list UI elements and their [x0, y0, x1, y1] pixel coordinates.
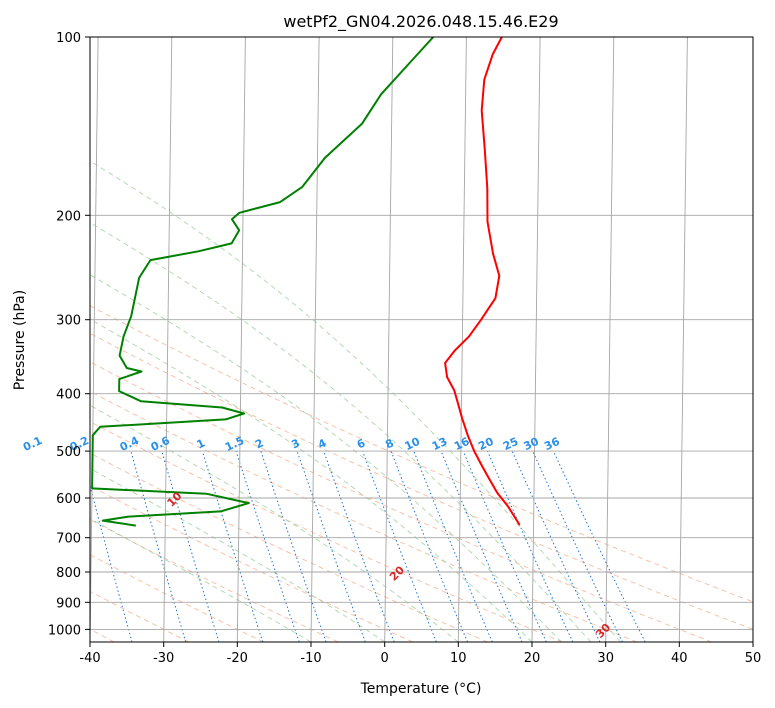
mixing-ratio-line: [130, 450, 187, 642]
x-tick-label: -20: [227, 651, 248, 666]
mixing-ratio-label: 10: [403, 435, 423, 453]
mixing-ratio-label: 13: [430, 435, 449, 453]
mixing-ratio-line: [161, 450, 220, 642]
isotherm-line: [90, 37, 99, 642]
mixing-ratio-line: [487, 450, 574, 642]
y-tick-label: 700: [56, 532, 81, 547]
plot-frame: [89, 36, 754, 643]
dry-adiabat-line: [90, 332, 753, 630]
x-axis-label: Temperature (°C): [360, 681, 482, 697]
mixing-ratio-line: [511, 450, 601, 642]
dewpoint-profile-line: [91, 37, 435, 527]
isotherm-line: [678, 37, 688, 642]
x-tick-label: -10: [300, 651, 321, 666]
mixing-ratio-line: [413, 450, 493, 642]
chart-title: wetPf2_GN04.2026.048.15.46.E29: [283, 12, 558, 32]
mixing-ratio-line: [462, 450, 547, 642]
x-tick-label: 10: [450, 651, 467, 666]
y-tick-label: 100: [56, 31, 81, 46]
x-tick-label: 0: [381, 651, 389, 666]
dry-adiabat-line: [90, 305, 753, 603]
mixing-ratio-label: 30: [522, 435, 542, 453]
isotherm-lines: [90, 37, 753, 642]
axes: -40 -30 -20 -10 0 10 20 30 40 50 1000 900 800 700 600 5…: [48, 31, 761, 666]
y-tick-label: 300: [56, 314, 81, 329]
y-tick-label: 1000: [48, 623, 81, 638]
isotherm-line: [163, 37, 173, 642]
moist-adiabat-line: [90, 222, 592, 642]
y-tick-label: 200: [56, 209, 81, 224]
mixing-ratio-line: [296, 450, 366, 642]
isotherm-line: [236, 37, 246, 642]
y-tick-label: 800: [56, 566, 81, 581]
pressure-grid-lines: [90, 37, 753, 630]
moist-adiabat-line: [90, 318, 533, 642]
moist-adiabat-line: [90, 274, 562, 642]
moist-adiabat-line: [90, 160, 621, 642]
y-axis-label: Pressure (hPa): [12, 290, 28, 390]
mixing-ratio-line: [201, 450, 264, 642]
x-tick-label: -30: [153, 651, 174, 666]
y-tick-label: 500: [56, 445, 81, 460]
mixing-ratio-line: [532, 450, 623, 642]
temperature-profile-line: [444, 37, 521, 526]
adiabat-labels: 0.1 0.2 0.4 0.6 1 1.5 2 3 4 6 8 10 13 16 20 25 30 3610203…: [21, 434, 614, 641]
isotherm-line: [457, 37, 467, 642]
dry-adiabat-line: [90, 452, 488, 642]
mixing-ratio-label: 25: [501, 435, 520, 453]
isotherm-line: [310, 37, 320, 642]
moist-adiabat-line: [90, 404, 459, 642]
mixing-ratio-label: 16: [452, 435, 472, 453]
x-tick-label: 40: [671, 651, 688, 666]
mixing-ratio-line: [235, 450, 300, 642]
isotherm-line: [531, 37, 541, 642]
y-tick-label: 400: [56, 388, 81, 403]
mixing-ratio-line: [90, 483, 133, 642]
dry-adiabat-line: [90, 485, 414, 642]
mixing-ratio-label: 20: [476, 435, 496, 453]
sounding-profiles: [91, 37, 521, 527]
y-tick-label: 600: [56, 492, 81, 507]
x-tick-label: 20: [524, 651, 541, 666]
x-tick-label: 50: [745, 651, 762, 666]
mixing-ratio-label: 36: [542, 435, 562, 453]
x-tick-label: 30: [597, 651, 614, 666]
isotherm-line: [384, 37, 394, 642]
isotherm-line: [605, 37, 615, 642]
mixing-ratio-line: [260, 450, 327, 642]
mixing-ratio-line: [440, 450, 523, 642]
x-tick-label: -40: [79, 651, 100, 666]
mixing-ratio-line: [553, 450, 646, 642]
y-tick-label: 900: [56, 596, 81, 611]
